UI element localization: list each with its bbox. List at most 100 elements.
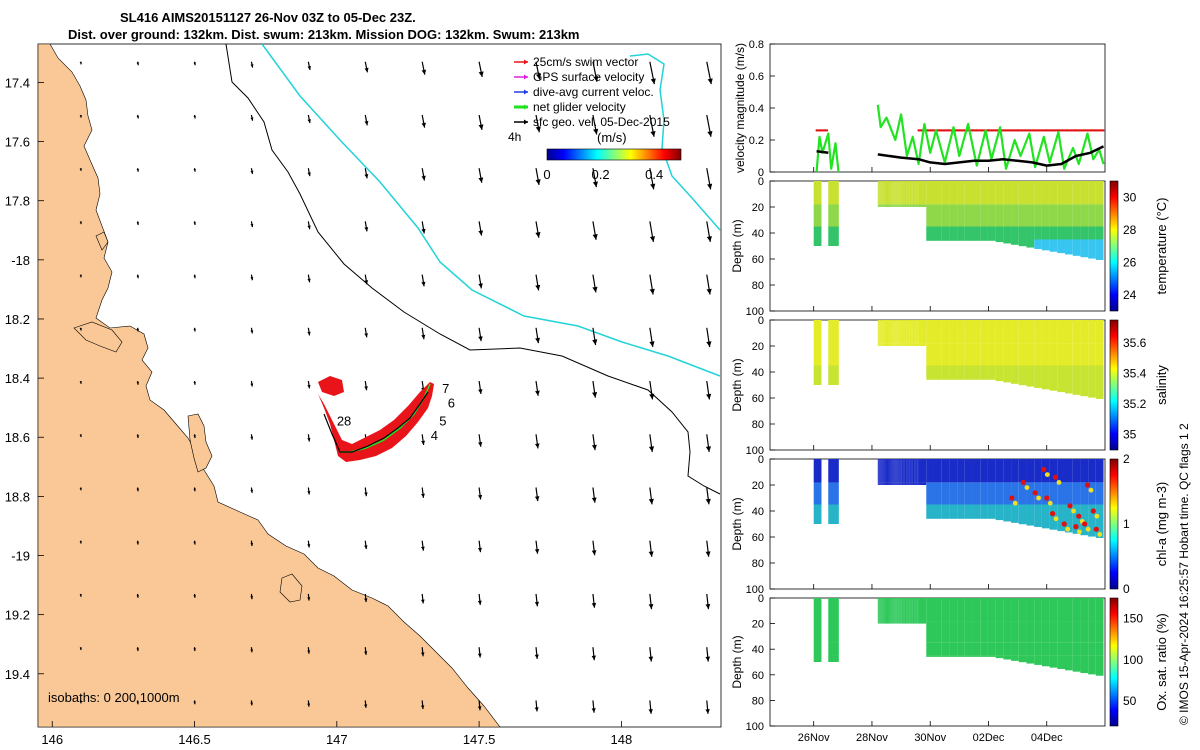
- current-arrowhead: [534, 496, 540, 502]
- current-arrowhead: [250, 277, 254, 281]
- section-cell: [890, 204, 892, 207]
- section-cell: [1034, 181, 1042, 205]
- section-cell: [1072, 482, 1081, 505]
- section-cell: [835, 204, 836, 227]
- current-arrowhead: [648, 603, 654, 610]
- section-cell: [833, 226, 835, 240]
- section-cell: [837, 320, 838, 344]
- section-cell: [926, 482, 934, 505]
- section-cell: [1088, 181, 1096, 205]
- section-cell: [912, 482, 913, 485]
- current-arrowhead: [591, 708, 596, 713]
- day-label: 4: [431, 428, 438, 443]
- section-cell: [838, 482, 839, 505]
- section-cell: [880, 343, 882, 346]
- section-cell: [884, 343, 886, 346]
- island: [279, 573, 303, 603]
- legend-swatch-head: [524, 104, 528, 110]
- section-cell: [1088, 655, 1096, 675]
- current-arrowhead: [420, 705, 425, 710]
- section-cell: [909, 343, 911, 346]
- section-cell: [1003, 365, 1012, 379]
- current-arrowhead: [79, 168, 82, 171]
- section-cell: [914, 343, 915, 346]
- section-cell: [835, 320, 837, 344]
- section-cell: [1041, 598, 1050, 622]
- section-cell: [829, 226, 831, 240]
- section-cell: [1026, 621, 1035, 643]
- current-arrowhead: [650, 130, 656, 137]
- section-y-tick-label: 100: [746, 445, 764, 457]
- section-cell: [830, 204, 832, 227]
- section-cell: [877, 598, 879, 622]
- chl-mid-dot: [1044, 472, 1050, 477]
- section-colorbar-tick-label: 24: [1123, 288, 1137, 302]
- section-cell: [894, 598, 896, 622]
- section-cell: [1034, 239, 1042, 249]
- section-cell: [916, 598, 918, 622]
- current-arrowhead: [648, 656, 654, 662]
- section-cell: [941, 504, 950, 518]
- section-cell: [1011, 482, 1019, 505]
- section-cell: [972, 642, 981, 656]
- section-cell: [882, 320, 884, 344]
- chl-mid-dot: [1088, 487, 1094, 493]
- current-arrowhead: [592, 234, 598, 240]
- section-cell: [880, 204, 882, 207]
- section-cell: [909, 320, 911, 344]
- section-cell: [949, 642, 958, 656]
- section-cell: [915, 459, 917, 483]
- section-cell: [987, 239, 996, 241]
- section-cell: [1018, 181, 1027, 205]
- section-cell: [888, 204, 890, 207]
- section-cell: [909, 181, 911, 205]
- section-cell: [964, 482, 973, 505]
- coastline-land: [38, 44, 501, 727]
- section-cell: [917, 598, 919, 622]
- section-cell: [1003, 239, 1012, 244]
- section-cell: [910, 459, 912, 483]
- section-cell: [835, 320, 837, 344]
- chl-high-dot: [1084, 482, 1091, 488]
- section-cell: [1065, 365, 1073, 379]
- section-cell: [828, 365, 830, 379]
- section-cell: [833, 655, 835, 662]
- section-cell: [1011, 181, 1019, 205]
- velocity-frame: [769, 43, 1106, 173]
- time-tick-label: 04Dec: [1031, 732, 1063, 744]
- section-cell: [831, 343, 833, 366]
- section-colorbar-tick-label: 26: [1123, 255, 1137, 269]
- section-cell: [964, 320, 973, 344]
- chl-high-dot: [1076, 513, 1082, 519]
- section-cell: [912, 204, 914, 207]
- section-cell: [838, 517, 839, 524]
- section-cell: [837, 482, 838, 505]
- section-cell: [836, 482, 838, 505]
- section-cell: [914, 598, 916, 622]
- legend-label: sfc geo. vel. 05-Dec-2015: [533, 115, 670, 129]
- section-cell: [836, 517, 838, 524]
- current-arrowhead: [193, 222, 196, 225]
- velocity-y-tick-label: 0.6: [749, 71, 764, 83]
- section-cell: [926, 343, 934, 366]
- current-arrowhead: [250, 117, 254, 121]
- section-cell: [1049, 365, 1058, 379]
- section-cell: [828, 226, 830, 240]
- section-cell: [941, 239, 950, 241]
- current-arrowhead: [136, 168, 140, 172]
- section-cell: [830, 598, 832, 622]
- current-arrowhead: [707, 130, 713, 137]
- section-cell: [831, 226, 833, 240]
- section-cell: [1003, 598, 1012, 622]
- section-cell: [830, 621, 832, 643]
- current-arrowhead: [478, 177, 484, 183]
- section-cell: [829, 642, 831, 656]
- section-cell: [831, 226, 833, 240]
- section-cell: [837, 204, 839, 227]
- section-cell: [828, 204, 830, 227]
- section-cell: [908, 621, 910, 624]
- section-cell: [830, 226, 832, 240]
- section-cell: [834, 365, 836, 379]
- section-cell: [837, 655, 839, 662]
